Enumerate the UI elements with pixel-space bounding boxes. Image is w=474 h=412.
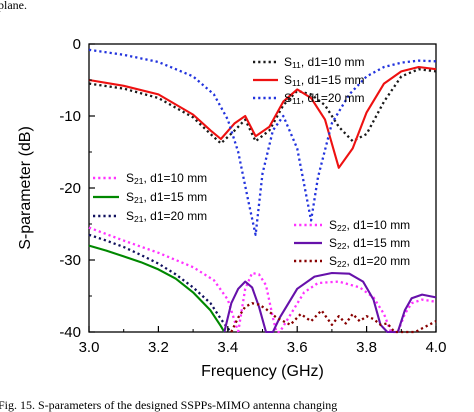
legend-label: S11, d1=20 mm: [284, 91, 365, 106]
legend-label-prefix: S: [329, 218, 337, 232]
caption-bottom: Fig. 15. S-parameters of the designed SS…: [0, 398, 337, 412]
legend-label: S21, d1=20 mm: [126, 209, 207, 224]
y-tick-label: -20: [59, 180, 81, 197]
y-axis: 0 -10 -20 -30 -40: [59, 36, 95, 341]
legend-label: S21, d1=15 mm: [126, 190, 207, 205]
legend-label-subscript: 21: [134, 214, 144, 224]
legend-label-prefix: S: [126, 171, 134, 185]
plot-frame: [88, 43, 437, 333]
series-line-7: [223, 271, 437, 334]
series-line-4: [88, 244, 226, 333]
legend-label-suffix: , d1=20 mm: [143, 209, 207, 223]
series-line-8: [230, 302, 437, 334]
legend-label-suffix: , d1=20 mm: [301, 91, 365, 105]
legend-label-subscript: 21: [134, 195, 144, 205]
y-tick-label: 0: [73, 36, 81, 53]
legend-label-subscript: 11: [292, 78, 301, 88]
series-line-1: [88, 65, 437, 169]
series-line-6: [237, 271, 437, 334]
series-layer: [88, 48, 437, 334]
legend-label-subscript: 21: [134, 176, 144, 186]
legend-label-suffix: , d1=15 mm: [346, 236, 410, 250]
series-line-3: [88, 226, 240, 333]
x-tick-label: 3.4: [217, 339, 238, 356]
legend-label: S22, d1=10 mm: [329, 218, 410, 233]
y-tick-label: -40: [59, 324, 81, 341]
legend-label-prefix: S: [126, 209, 134, 223]
legend-label-subscript: 22: [337, 241, 347, 251]
x-tick-label: 3.8: [356, 339, 377, 356]
x-axis: 3.0 3.2 3.4 3.6 3.8 4.0: [79, 326, 447, 356]
series-line-2: [88, 48, 437, 236]
legend-label-prefix: S: [329, 236, 337, 250]
legend-label-prefix: S: [126, 190, 134, 204]
x-tick-label: 3.0: [79, 339, 100, 356]
series-line-5: [88, 233, 233, 333]
legend-label-suffix: , d1=10 mm: [346, 218, 410, 232]
legend-label-subscript: 22: [337, 259, 347, 269]
y-axis-label: S-parameter (dB): [17, 126, 34, 250]
y-tick-label: -30: [59, 252, 81, 269]
legend-label-suffix: , d1=15 mm: [301, 73, 365, 87]
legend-label: S21, d1=10 mm: [126, 171, 207, 186]
legend-label-prefix: S: [284, 73, 292, 87]
plot-area: [88, 43, 437, 334]
legend-label-prefix: S: [284, 55, 292, 69]
legend-label-suffix: , d1=10 mm: [143, 171, 207, 185]
legend-label-suffix: , d1=20 mm: [346, 254, 410, 268]
legend-label: S22, d1=20 mm: [329, 254, 410, 269]
caption-top: plane.: [0, 0, 27, 12]
y-tick-label: -10: [59, 108, 81, 125]
x-tick-label: 3.6: [287, 339, 308, 356]
series-line-0: [88, 68, 437, 145]
legend-label: S11, d1=15 mm: [284, 73, 365, 88]
legend-label-prefix: S: [284, 91, 292, 105]
legend-label-subscript: 22: [337, 223, 347, 233]
legend-label-prefix: S: [329, 254, 337, 268]
legend-label: S22, d1=15 mm: [329, 236, 410, 251]
legend-label-suffix: , d1=15 mm: [143, 190, 207, 204]
legend-label: S11, d1=10 mm: [284, 55, 365, 70]
legend-label-subscript: 11: [292, 96, 301, 106]
legend-label-subscript: 11: [292, 60, 301, 70]
x-axis-label: Frequency (GHz): [201, 363, 324, 380]
legend-label-suffix: , d1=10 mm: [301, 55, 365, 69]
x-tick-label: 4.0: [426, 339, 447, 356]
x-tick-label: 3.2: [148, 339, 169, 356]
